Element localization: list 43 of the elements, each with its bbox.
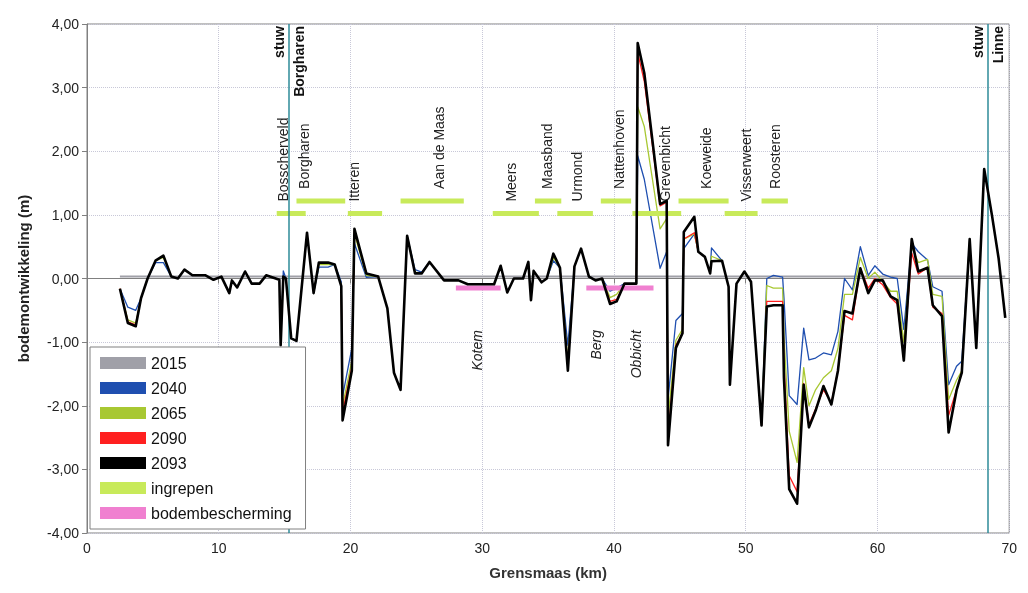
annotation: Nattenhoven — [611, 109, 628, 189]
annotation: Roosteren — [766, 124, 783, 189]
annotation: Kotem — [468, 329, 485, 371]
y-tick-label: -4,00 — [47, 525, 80, 541]
annotation: Visserweert — [737, 128, 754, 202]
y-tick-label: -3,00 — [47, 461, 80, 478]
annotation: Meers — [503, 162, 520, 202]
annotation: Grevenbicht — [657, 126, 674, 202]
y-tick-label: -1,00 — [47, 334, 80, 351]
x-tick-label: 0 — [83, 540, 92, 556]
y-axis-title: bodemontwikkeling (m) — [15, 194, 32, 363]
legend-label: 2040 — [151, 379, 187, 397]
x-tick-label: 50 — [737, 540, 754, 556]
annotation: Obbicht — [628, 328, 645, 379]
x-tick-label: 30 — [474, 540, 491, 556]
legend-label: 2090 — [151, 429, 187, 447]
legend-label: ingrepen — [151, 479, 214, 497]
x-tick-label: 60 — [869, 540, 886, 556]
annotation: Borgharen — [296, 123, 313, 189]
legend-label: bodembescherming — [151, 504, 292, 522]
legend-label: 2093 — [151, 454, 187, 472]
annotation: Berg — [587, 329, 604, 360]
x-tick-label: 10 — [210, 540, 227, 556]
y-tick-label: 4,00 — [51, 16, 80, 32]
annotation: Maasband — [538, 123, 555, 189]
y-tick-label: 3,00 — [51, 79, 80, 96]
ref-line-label: stuw Linne — [970, 25, 1007, 64]
annotation: Aan de Maas — [430, 106, 447, 189]
annotation: Koeweide — [698, 127, 715, 189]
annotation: Itteren — [346, 161, 363, 202]
ref-line-label: stuw Borgharen — [270, 25, 307, 97]
x-axis-title: Grensmaas (km) — [489, 564, 607, 581]
y-tick-label: -2,00 — [47, 397, 80, 414]
x-tick-label: 40 — [606, 540, 622, 556]
y-tick-label: 2,00 — [51, 143, 80, 160]
legend-label: 2015 — [151, 354, 187, 372]
annotation: Urmond — [569, 151, 586, 202]
legend-label: 2065 — [151, 404, 187, 422]
x-tick-label: 20 — [342, 540, 359, 556]
x-tick-label: 70 — [1001, 540, 1018, 556]
y-tick-label: 0,00 — [51, 270, 80, 287]
annotation: Bosscherveld — [275, 117, 292, 202]
y-tick-label: 1,00 — [51, 206, 80, 223]
